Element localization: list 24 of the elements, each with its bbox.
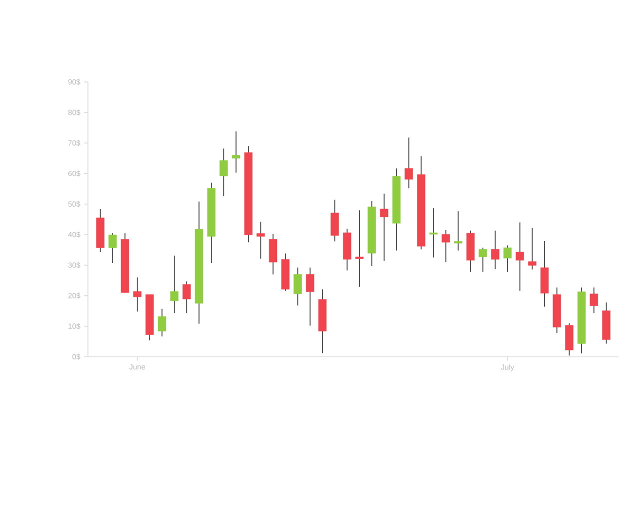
candlestick xyxy=(478,248,487,272)
candlestick xyxy=(454,210,462,252)
candlestick xyxy=(268,234,278,275)
candlestick xyxy=(429,208,438,258)
candlestick xyxy=(380,193,388,262)
candlestick xyxy=(108,232,117,264)
candlestick xyxy=(232,131,240,174)
candlestick xyxy=(330,200,339,242)
candlestick xyxy=(182,281,191,314)
candlestick xyxy=(170,255,178,314)
candlestick xyxy=(294,267,302,306)
candlestick xyxy=(133,277,142,312)
candlestick xyxy=(355,210,364,288)
candlestick xyxy=(503,245,512,272)
candlestick xyxy=(491,230,500,270)
candlestick xyxy=(404,137,413,189)
candlestick xyxy=(158,308,166,337)
candlestick xyxy=(442,230,450,263)
candlestick xyxy=(256,222,265,260)
candlestick xyxy=(220,148,228,197)
candlestick xyxy=(590,287,598,314)
candlestick xyxy=(306,267,314,326)
candlestick xyxy=(528,228,536,270)
candlestick xyxy=(516,222,524,292)
